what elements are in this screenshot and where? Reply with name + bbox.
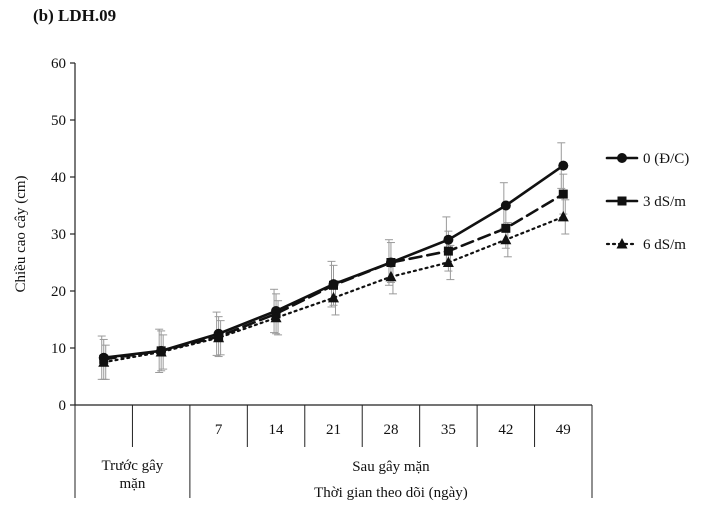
x-tick-label: 21 (326, 422, 341, 438)
data-point (155, 345, 167, 357)
y-tick-label: 60 (51, 56, 66, 72)
data-point (558, 189, 568, 199)
group-label-after: Sau gây mặn (352, 459, 430, 475)
x-tick-label: 28 (383, 422, 398, 438)
group-label-before: Trước gây mặn (102, 458, 164, 492)
y-tick-label: 10 (51, 341, 66, 357)
legend-label: 3 dS/m (643, 194, 686, 210)
y-tick-label: 40 (51, 170, 66, 186)
data-point (558, 160, 569, 171)
y-tick-label: 20 (51, 284, 66, 300)
legend-label: 6 dS/m (643, 237, 686, 253)
y-tick-label: 30 (51, 227, 66, 243)
data-point (98, 356, 110, 367)
x-tick-label: 49 (556, 422, 571, 438)
data-point (328, 291, 339, 303)
data-point (270, 311, 282, 323)
data-point (443, 234, 454, 245)
x-tick-label: 35 (441, 422, 456, 438)
y-axis-label: Chiều cao cây (cm) (13, 175, 29, 292)
x-tick-label: 7 (215, 422, 223, 438)
data-point (501, 223, 511, 233)
data-point (213, 331, 225, 343)
data-point (386, 258, 396, 267)
data-point (443, 246, 453, 256)
chart-title: (b) LDH.09 (33, 6, 117, 25)
x-tick-label: 14 (269, 422, 285, 438)
legend-marker (617, 153, 627, 163)
y-tick-label: 50 (51, 113, 66, 129)
data-point (442, 256, 454, 267)
data-point (500, 200, 511, 211)
legend-label: 0 (Đ/C) (643, 151, 689, 167)
x-axis-label: Thời gian theo dõi (ngày) (314, 485, 468, 501)
data-point (329, 280, 338, 290)
data-point (500, 233, 512, 245)
x-tick-label: 42 (498, 422, 513, 438)
data-point (557, 210, 569, 222)
legend-marker (617, 196, 627, 206)
y-tick-label: 0 (59, 398, 67, 414)
data-point (385, 270, 397, 282)
legend-marker (616, 238, 628, 249)
